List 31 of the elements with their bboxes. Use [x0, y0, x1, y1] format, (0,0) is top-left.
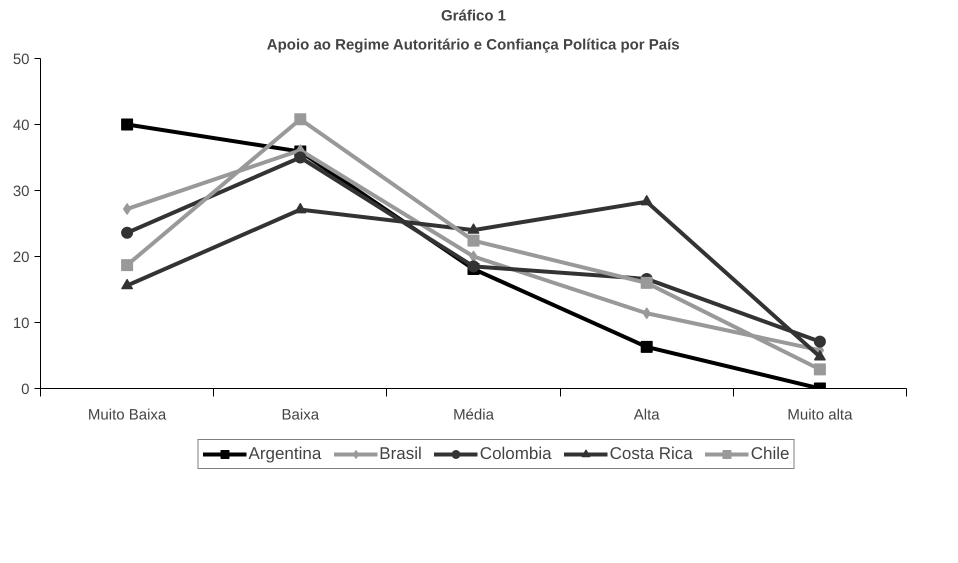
chart-subtitle: Apoio ao Regime Autoritário e Confiança Política por País: [266, 36, 680, 54]
point: [640, 340, 653, 353]
y-tick-label: 40: [12, 117, 30, 134]
legend-label: Argentina: [248, 444, 322, 464]
point: [121, 118, 134, 130]
chart-title: Gráfico 1: [440, 8, 506, 24]
legend-label: Colombia: [480, 444, 552, 464]
point: [814, 336, 826, 348]
point: [468, 260, 480, 272]
legend-label: Chile: [750, 444, 790, 464]
y-tick-label: 30: [12, 183, 30, 200]
point: [294, 113, 306, 126]
point: [121, 226, 134, 239]
legend-label: Costa Rica: [610, 444, 693, 464]
x-tick-label: Muito Baixa: [88, 406, 167, 424]
y-tick-label: 20: [12, 249, 30, 266]
point: [468, 234, 480, 247]
y-tick-label: 50: [12, 51, 30, 68]
x-tick-label: Alta: [634, 406, 660, 424]
y-tick-label: 0: [21, 381, 30, 398]
x-tick-label: Muito alta: [787, 406, 854, 424]
point: [640, 276, 653, 289]
point: [294, 152, 306, 164]
legend-label: Brasil: [379, 444, 422, 464]
point: [122, 202, 132, 215]
point: [121, 259, 134, 272]
point: [814, 363, 826, 376]
point: [121, 278, 134, 290]
y-tick-label: 10: [12, 315, 30, 332]
x-tick-label: Baixa: [282, 406, 320, 424]
x-tick-label: Média: [453, 406, 495, 424]
